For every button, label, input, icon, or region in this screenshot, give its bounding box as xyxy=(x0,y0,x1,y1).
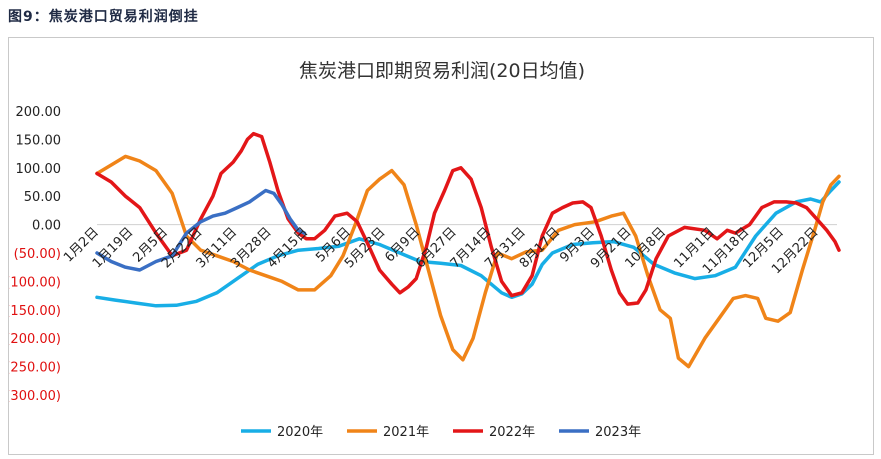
y-tick-label: 150.00 xyxy=(16,133,62,148)
y-tick-label: (50.00) xyxy=(14,247,61,262)
y-tick-label: 50.00 xyxy=(24,190,61,205)
legend: 2020年 2021年 2022年 2023年 xyxy=(241,425,641,440)
y-tick-label: 100.00 xyxy=(16,162,62,177)
figure-caption: 图9：焦炭港口贸易利润倒挂 xyxy=(8,9,199,25)
legend-label: 2021年 xyxy=(383,425,429,440)
y-tick-label: (150.00) xyxy=(9,304,61,319)
legend-label: 2023年 xyxy=(595,425,641,440)
legend-label: 2020年 xyxy=(277,425,323,440)
line-chart: 焦炭港口即期贸易利润(20日均值) 200.00 150.00 100.00 50.0… xyxy=(9,60,841,440)
legend-label: 2022年 xyxy=(489,425,535,440)
y-tick-label: (200.00) xyxy=(9,332,61,347)
y-tick-label: (100.00) xyxy=(9,275,61,290)
y-tick-label: (250.00) xyxy=(9,361,61,376)
series-line-2023年 xyxy=(95,188,307,272)
series-line-2022年 xyxy=(95,131,841,306)
y-tick-label: 0.00 xyxy=(32,219,61,234)
series-line-2021年 xyxy=(95,154,841,369)
y-tick-label: 200.00 xyxy=(16,105,62,120)
series-line-2020年 xyxy=(95,180,841,308)
series-lines xyxy=(95,131,841,369)
y-tick-label: (300.00) xyxy=(9,389,61,404)
chart-frame: 焦炭港口即期贸易利润(20日均值) 200.00 150.00 100.00 50.0… xyxy=(8,37,874,455)
chart-title: 焦炭港口即期贸易利润(20日均值) xyxy=(299,60,585,82)
y-axis-ticks: 200.00 150.00 100.00 50.00 0.00 (50.00) (100.0… xyxy=(9,105,61,404)
